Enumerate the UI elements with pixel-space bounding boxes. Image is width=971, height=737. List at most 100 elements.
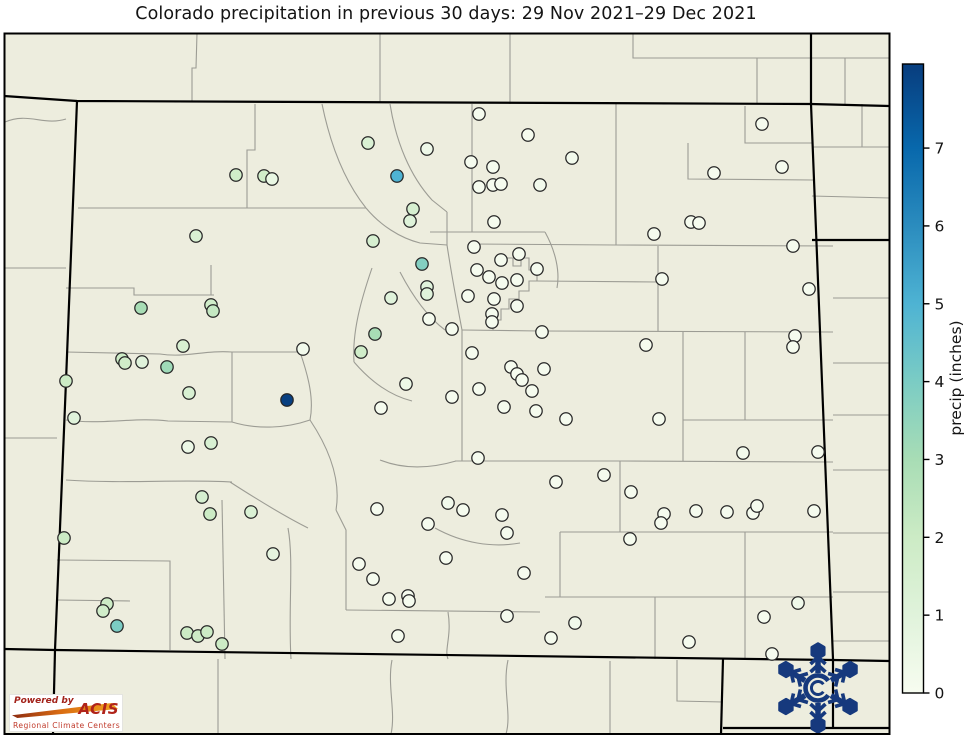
station-marker [624,485,638,499]
county-line [229,481,309,529]
acis-name-label: ACIS [78,700,119,718]
station-marker [517,566,531,580]
station-marker [374,401,388,415]
station-marker [403,214,417,228]
county-line [221,499,226,660]
county-line [56,559,171,650]
station-marker [266,547,280,561]
station-marker [421,517,435,531]
station-marker [472,107,486,121]
station-marker [487,292,501,306]
station-marker [110,619,124,633]
state-border-line [719,658,725,735]
station-marker [707,166,721,180]
station-marker [57,531,71,545]
county-line [399,271,446,331]
plot-frame [3,32,891,735]
stations-layer [57,107,825,661]
station-marker [160,360,174,374]
station-marker [368,327,382,341]
station-marker [655,272,669,286]
colorbar-tick-label: 1 [935,607,945,625]
county-line [461,329,541,332]
colorbar-ticks: 0 1 2 3 4 5 6 7 [923,140,945,703]
county-line [434,527,521,546]
county-line [676,660,724,703]
county-line [299,351,312,421]
station-marker [647,227,661,241]
station-marker [59,374,73,388]
station-marker [786,239,800,253]
station-marker [472,180,486,194]
station-marker [461,289,475,303]
station-marker [352,557,366,571]
station-marker [399,377,413,391]
state-border-line [4,647,56,652]
station-marker [415,257,429,271]
county-boundaries [4,33,890,735]
station-marker [445,322,459,336]
station-marker [807,504,821,518]
station-marker [471,451,485,465]
station-marker [67,411,81,425]
station-marker [533,178,547,192]
station-marker [623,532,637,546]
snowflake-logo [778,642,858,734]
station-marker [382,592,396,606]
county-line [471,243,617,246]
state-borders [4,33,890,735]
colorbar-tick-label: 3 [935,451,945,469]
county-line [365,207,448,246]
station-marker [494,177,508,191]
acis-tagline-label: Regional Climate Centers [13,721,121,730]
station-marker [689,504,703,518]
station-marker [204,436,218,450]
station-marker [229,168,243,182]
acis-powered-by-label: Powered by [14,696,74,706]
station-marker [406,202,420,216]
station-marker [467,240,481,254]
station-marker [765,647,779,661]
station-marker [464,155,478,169]
county-line [66,287,214,296]
station-marker [203,507,217,521]
acis-logo: Powered by ACIS Regional Climate Centers [9,694,123,732]
county-line [56,599,131,602]
station-marker [559,412,573,426]
county-line [446,244,463,331]
station-marker [215,637,229,651]
station-marker [757,610,771,624]
station-marker [654,516,668,530]
station-marker [280,393,294,407]
county-line [65,479,233,483]
county-line [309,419,338,511]
station-marker [529,404,543,418]
station-marker [530,262,544,276]
station-marker [497,400,511,414]
station-marker [391,629,405,643]
station-marker [568,616,582,630]
station-marker [485,315,499,329]
station-marker [549,475,563,489]
map-background [4,33,890,735]
county-line [231,419,311,428]
station-marker [472,382,486,396]
station-marker [181,440,195,454]
station-marker [390,169,404,183]
station-marker [525,384,539,398]
station-marker [189,229,203,243]
station-marker [384,291,398,305]
station-marker [652,412,666,426]
station-marker [775,160,789,174]
station-marker [692,216,706,230]
station-marker [441,496,455,510]
station-marker [788,329,802,343]
station-marker [134,301,148,315]
station-marker [486,160,500,174]
station-marker [639,338,653,352]
county-line [353,361,413,402]
colorbar [901,63,925,694]
station-marker [755,117,769,131]
